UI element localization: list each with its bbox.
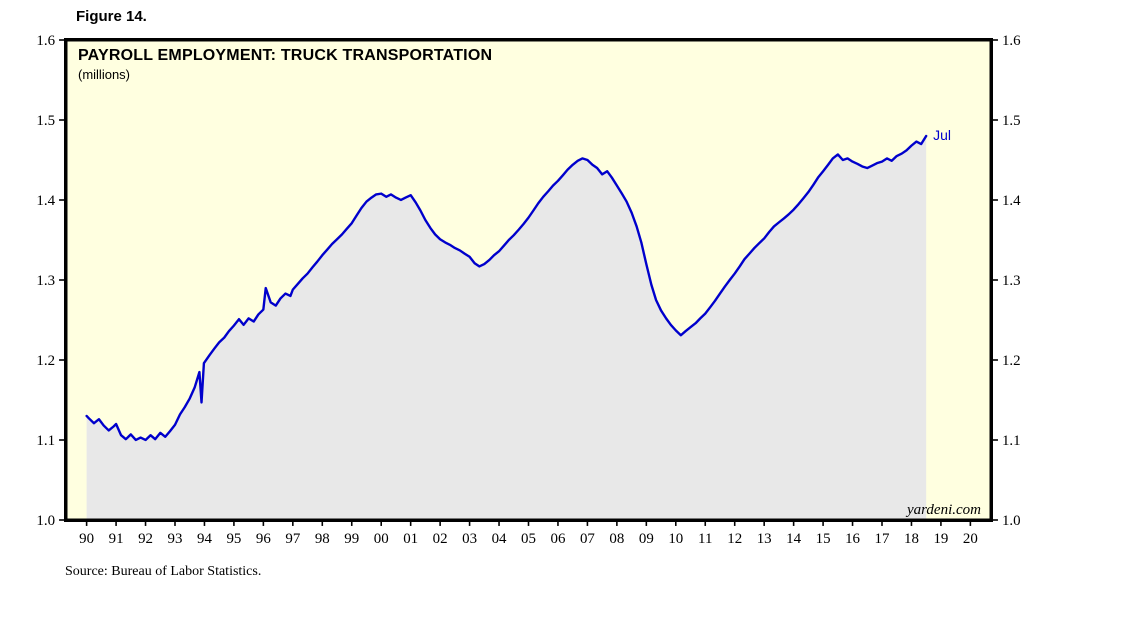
y-tick-label-left: 1.3 <box>36 273 55 289</box>
chart-subtitle: (millions) <box>78 67 130 82</box>
figure-label: Figure 14. <box>76 8 147 25</box>
series-end-label: Jul <box>933 127 951 143</box>
y-tick-label-left: 1.5 <box>36 113 55 129</box>
y-tick-label-right: 1.6 <box>1002 33 1021 49</box>
x-tick-label: 91 <box>109 531 124 547</box>
source-attribution: Source: Bureau of Labor Statistics. <box>65 564 262 579</box>
x-tick-label: 18 <box>904 531 919 547</box>
x-tick-label: 04 <box>492 531 507 547</box>
watermark-yardeni: yardeni.com <box>906 502 981 518</box>
y-tick-label-left: 1.2 <box>36 353 55 369</box>
x-tick-label: 92 <box>138 531 153 547</box>
y-tick-label-right: 1.5 <box>1002 113 1021 129</box>
x-tick-label: 12 <box>727 531 742 547</box>
y-tick-label-right: 1.1 <box>1002 433 1021 449</box>
chart-title: PAYROLL EMPLOYMENT: TRUCK TRANSPORTATION <box>78 47 493 64</box>
plot-frame <box>64 38 993 522</box>
y-tick-label-right: 1.4 <box>1002 193 1021 209</box>
y-tick-label-right: 1.0 <box>1002 513 1021 529</box>
chart-plot-area: 1.0 1.0 1.1 1.1 1.2 1.2 1.3 1.3 1.4 1.4 1.5 1.5 1.6 1… <box>36 33 1021 547</box>
x-tick-label: 20 <box>963 531 978 547</box>
x-tick-label: 93 <box>168 531 183 547</box>
x-tick-label: 98 <box>315 531 330 547</box>
chart-title-block: PAYROLL EMPLOYMENT: TRUCK TRANSPORTATION… <box>78 47 492 82</box>
x-tick-label: 16 <box>845 531 860 547</box>
x-tick-label: 96 <box>256 531 271 547</box>
y-tick-label-left: 1.4 <box>36 193 55 209</box>
x-tick-label: 08 <box>609 531 624 547</box>
x-tick-label: 94 <box>197 531 212 547</box>
x-tick-label: 05 <box>521 531 536 547</box>
y-tick-label-right: 1.2 <box>1002 353 1021 369</box>
y-tick-label-right: 1.3 <box>1002 273 1021 289</box>
x-tick-label: 06 <box>550 531 565 547</box>
x-tick-label: 99 <box>344 531 359 547</box>
chart-canvas: 1.0 1.0 1.1 1.1 1.2 1.2 1.3 1.3 1.4 1.4 1.5 1.5 1.6 1… <box>36 33 1021 547</box>
x-tick-label: 19 <box>933 531 948 547</box>
x-tick-label: 13 <box>757 531 772 547</box>
y-tick-label-left: 1.0 <box>36 513 55 529</box>
x-tick-label: 09 <box>639 531 654 547</box>
y-tick-label-left: 1.6 <box>36 33 55 49</box>
x-tick-label: 17 <box>875 531 890 547</box>
x-tick-label: 10 <box>668 531 683 547</box>
x-tick-label: 01 <box>403 531 418 547</box>
x-tick-label: 03 <box>462 531 477 547</box>
x-tick-label: 90 <box>79 531 94 547</box>
y-tick-label-left: 1.1 <box>36 433 55 449</box>
x-tick-label: 97 <box>285 531 300 547</box>
x-tick-label: 11 <box>698 531 712 547</box>
x-tick-label: 00 <box>374 531 389 547</box>
x-tick-label: 07 <box>580 531 595 547</box>
series-area <box>86 136 927 520</box>
series-line <box>85 134 928 442</box>
x-tick-label: 14 <box>786 531 801 547</box>
x-tick-label: 02 <box>433 531 448 547</box>
x-tick-label: 95 <box>226 531 241 547</box>
x-tick-label: 15 <box>816 531 831 547</box>
